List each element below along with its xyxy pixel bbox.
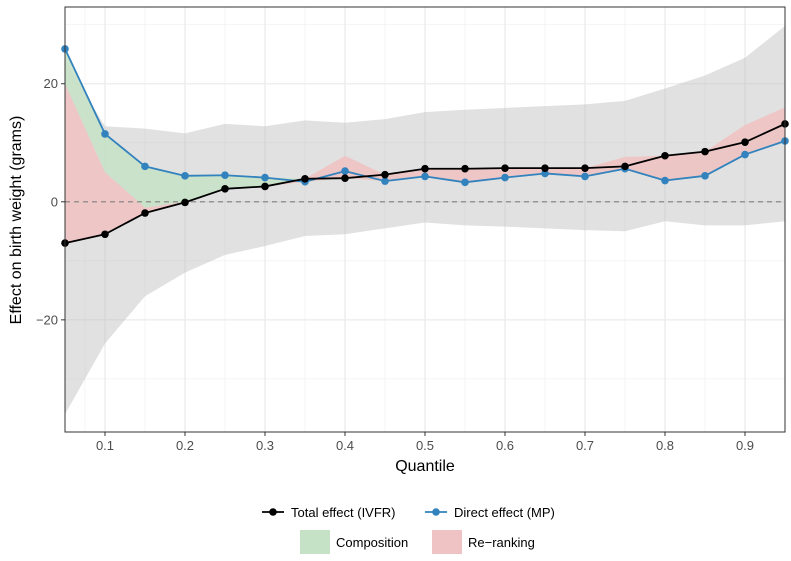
legend-direct-effect-key-point xyxy=(432,508,440,516)
direct-effect-point xyxy=(421,172,429,181)
direct-effect-point xyxy=(661,176,669,185)
direct-effect-point xyxy=(261,173,269,182)
series-points xyxy=(61,45,789,247)
x-tick-label: 0.6 xyxy=(496,438,514,453)
total-effect-point xyxy=(701,147,709,156)
y-tick-label: −20 xyxy=(36,312,58,327)
legend-composition-label: Composition xyxy=(336,535,408,550)
total-effect-point xyxy=(341,174,349,182)
x-axis-title: Quantile xyxy=(395,458,455,475)
total-effect-point xyxy=(461,164,469,173)
x-tick-label: 0.3 xyxy=(256,438,274,453)
total-effect-point xyxy=(261,182,269,191)
x-tick-label: 0.2 xyxy=(176,438,194,453)
legend-total-effect-key-point xyxy=(269,508,277,516)
confidence-band xyxy=(65,25,785,415)
direct-effect-point xyxy=(741,150,749,159)
x-tick-label: 0.8 xyxy=(656,438,674,453)
total-effect-point xyxy=(581,164,589,172)
legend-composition-key xyxy=(300,530,330,554)
direct-effect-point xyxy=(141,162,149,171)
legend: Total effect (IVFR) Direct effect (MP) Com… xyxy=(262,505,555,554)
direct-effect-point xyxy=(381,177,389,185)
x-tick-label: 0.1 xyxy=(96,438,114,453)
legend-re-ranking-label: Re−ranking xyxy=(468,535,535,550)
y-axis-ticks: −20 0 20 xyxy=(36,76,65,327)
x-tick-label: 0.5 xyxy=(416,438,434,453)
total-effect-point xyxy=(221,185,229,193)
total-effect-point xyxy=(541,164,549,172)
total-effect-point xyxy=(181,198,189,207)
y-axis-title: Effect on birth weight (grams) xyxy=(8,116,25,325)
total-effect-point xyxy=(501,164,509,172)
total-effect-point xyxy=(301,174,309,183)
y-tick-label: 0 xyxy=(51,194,58,209)
x-tick-label: 0.9 xyxy=(736,438,754,453)
direct-effect-point xyxy=(461,178,469,187)
confidence-band-area xyxy=(65,25,785,415)
direct-effect-point xyxy=(181,172,189,180)
legend-direct-effect-label: Direct effect (MP) xyxy=(454,505,555,520)
direct-effect-point xyxy=(101,130,109,138)
total-effect-point xyxy=(421,164,429,173)
direct-effect-point xyxy=(701,172,709,180)
direct-effect-point xyxy=(581,172,589,181)
direct-effect-point xyxy=(221,171,229,180)
legend-re-ranking-key xyxy=(432,530,462,554)
y-tick-label: 20 xyxy=(44,76,58,91)
x-axis-ticks: 0.1 0.2 0.3 0.4 0.5 0.6 0.7 0.8 0.9 xyxy=(96,432,754,453)
composition-area xyxy=(65,48,785,208)
total-effect-point xyxy=(141,209,149,217)
total-effect-point xyxy=(741,138,749,146)
x-tick-label: 0.4 xyxy=(336,438,354,453)
direct-effect-point xyxy=(501,173,509,182)
re-ranking-area xyxy=(65,83,785,244)
component-areas xyxy=(65,48,785,244)
legend-total-effect-label: Total effect (IVFR) xyxy=(291,505,396,520)
total-effect-point xyxy=(381,170,389,179)
direct-effect-point xyxy=(341,167,349,175)
total-effect-point xyxy=(661,151,669,160)
x-tick-label: 0.7 xyxy=(576,438,594,453)
total-effect-point xyxy=(101,230,109,239)
direct-effect-point xyxy=(541,169,549,178)
total-effect-point xyxy=(621,162,629,171)
